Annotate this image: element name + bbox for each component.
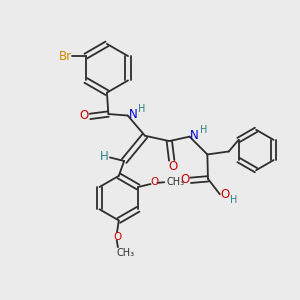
Text: O: O: [168, 160, 178, 173]
Text: O: O: [80, 109, 88, 122]
Text: H: H: [100, 150, 108, 163]
Text: CH₃: CH₃: [117, 248, 135, 257]
Text: O: O: [220, 188, 230, 201]
Text: O: O: [180, 173, 190, 186]
Text: O: O: [113, 232, 121, 242]
Text: H: H: [200, 125, 208, 135]
Text: Br: Br: [58, 50, 72, 63]
Text: H: H: [230, 195, 238, 205]
Text: N: N: [190, 129, 199, 142]
Text: N: N: [128, 108, 137, 121]
Text: CH₃: CH₃: [167, 177, 185, 187]
Text: O: O: [150, 177, 158, 187]
Text: H: H: [138, 104, 146, 114]
